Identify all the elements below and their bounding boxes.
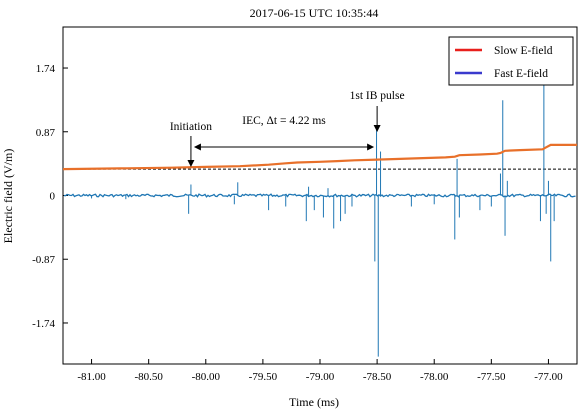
iec-arrow-head-right [367, 143, 375, 151]
legend-box [448, 36, 574, 86]
y-tick-label: 0.87 [36, 127, 56, 139]
initiation-arrow-head [187, 160, 195, 167]
x-tick-label: -77.50 [477, 371, 506, 383]
x-tick-label: -80.50 [134, 371, 163, 383]
x-tick-label: -78.50 [363, 371, 392, 383]
annotation-first-ib-pulse: 1st IB pulse [350, 90, 405, 102]
chart-title: 2017-06-15 UTC 10:35:44 [250, 6, 379, 20]
legend: Slow E-field Fast E-field [448, 36, 574, 86]
legend-label: Fast E-field [494, 68, 548, 80]
legend-label: Slow E-field [494, 45, 553, 57]
annotations: Initiation 1st IB pulse IEC, Δt = 4.22 ms [170, 90, 405, 167]
iec-arrow-head-left [193, 143, 201, 151]
ib-pulse-arrow-head [373, 125, 381, 132]
y-axis-title: Electric field (V/m) [1, 149, 15, 244]
x-tick-label: -81.00 [77, 371, 106, 383]
annotation-iec: IEC, Δt = 4.22 ms [242, 115, 326, 127]
y-tick-label: 0 [50, 191, 56, 203]
y-tick-label: -1.74 [32, 318, 55, 330]
x-tick-label: -78.00 [420, 371, 449, 383]
y-tick-label: 1.74 [36, 63, 56, 75]
annotation-initiation: Initiation [170, 121, 212, 133]
slow-efield-line [62, 143, 577, 171]
x-tick-label: -80.00 [192, 371, 221, 383]
x-tick-label: -77.00 [534, 371, 563, 383]
y-tick-label: -0.87 [32, 254, 55, 266]
fast-efield-baseline [63, 193, 576, 198]
x-tick-label: -79.00 [306, 371, 335, 383]
x-axis-title: Time (ms) [289, 395, 339, 409]
series-layer [62, 78, 577, 357]
axes: -81.00 -80.50 -80.00 -79.50 -79.00 -78.50 -78.… [32, 26, 578, 383]
x-tick-label: -79.50 [249, 371, 278, 383]
